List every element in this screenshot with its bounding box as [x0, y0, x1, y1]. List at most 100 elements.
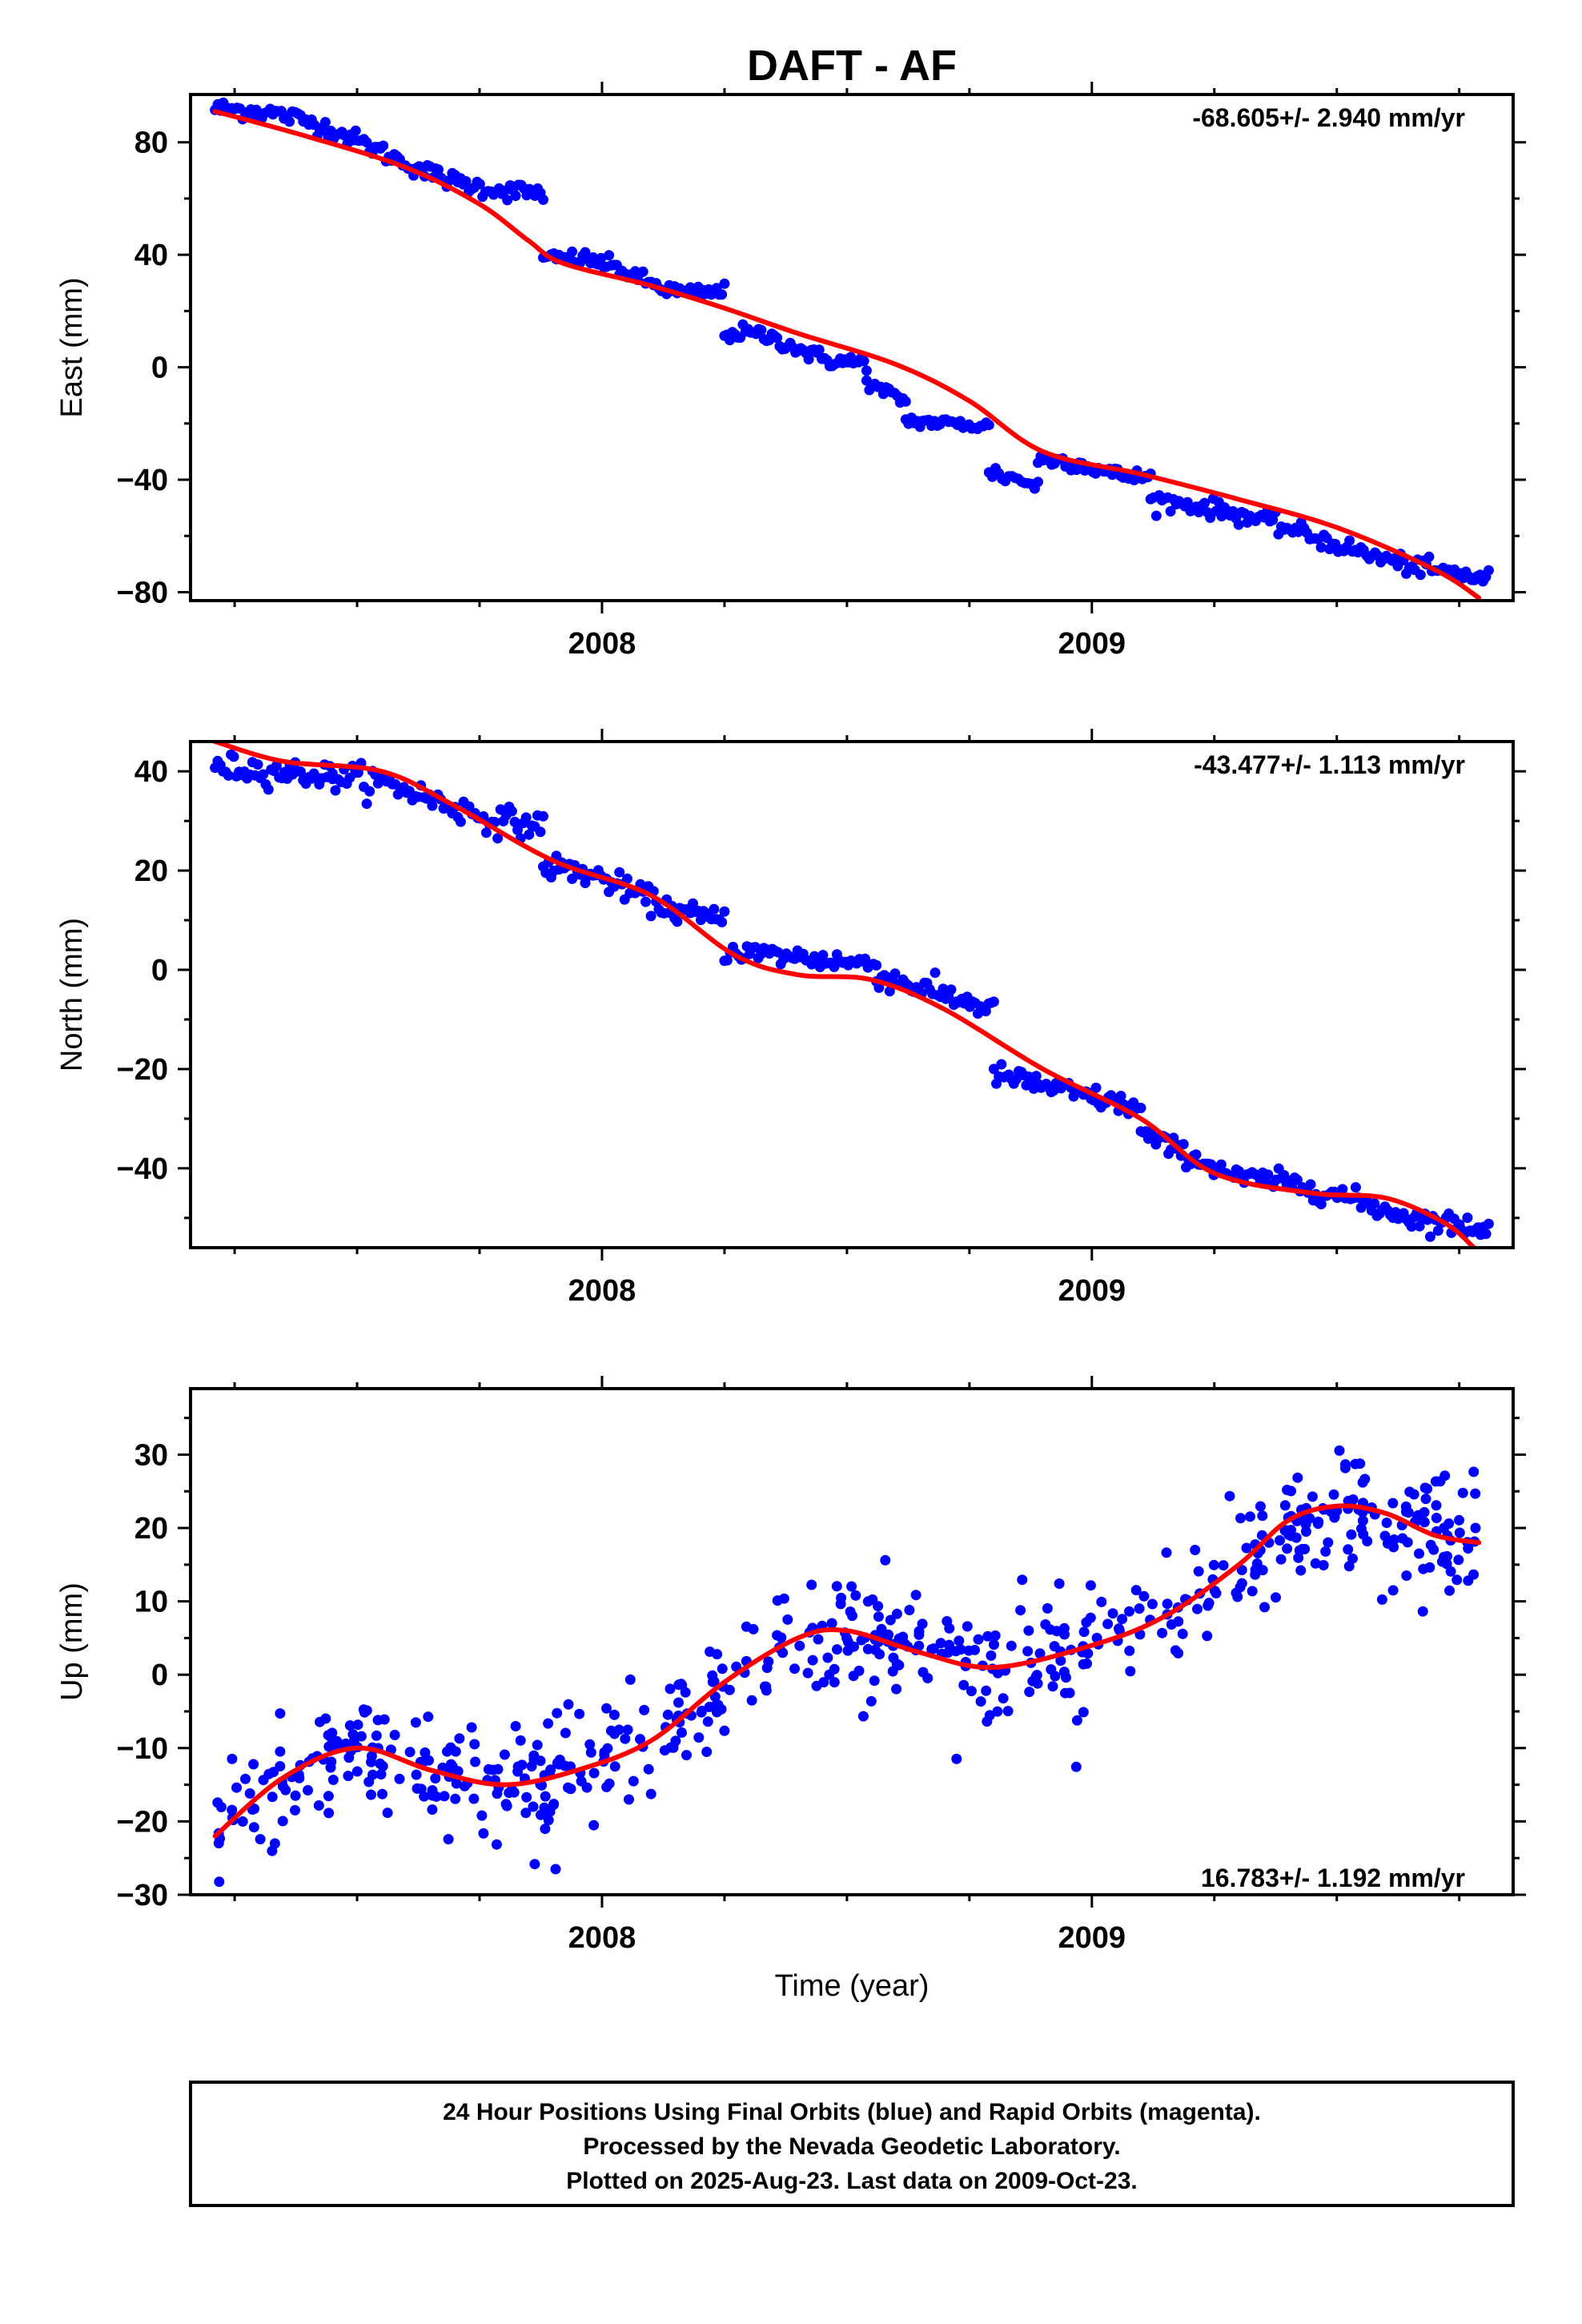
- data-point-596: [331, 1735, 343, 1747]
- data-point-245: [861, 365, 872, 376]
- data-point-430: [1320, 1546, 1331, 1557]
- data-point-110: [624, 1794, 634, 1805]
- data-point-539: [608, 1709, 620, 1720]
- data-point-380: [1042, 1602, 1053, 1614]
- data-point-525: [581, 1782, 592, 1793]
- data-point-613: [588, 1767, 600, 1779]
- data-point-115: [524, 829, 535, 840]
- data-point-151: [1130, 1585, 1142, 1596]
- data-points: [210, 742, 1494, 1248]
- x-axis-label: Time (year): [775, 1969, 930, 2003]
- data-point-74: [214, 1876, 225, 1888]
- data-point-187: [1443, 1518, 1455, 1529]
- data-point-576: [1114, 1623, 1124, 1634]
- data-point-384: [560, 1727, 571, 1739]
- y-tick-label: 40: [135, 755, 168, 789]
- data-point-21: [986, 1650, 997, 1661]
- data-point-517: [1257, 1510, 1268, 1522]
- data-point-231: [303, 1785, 313, 1795]
- data-point-323: [248, 1822, 259, 1833]
- data-point-236: [702, 1716, 713, 1727]
- data-point-351: [962, 1621, 973, 1632]
- data-point-41: [319, 117, 331, 127]
- data-point-468: [1483, 565, 1494, 576]
- data-point-40: [255, 1834, 266, 1845]
- data-point-220: [1161, 1547, 1172, 1558]
- data-point-120: [538, 194, 548, 205]
- data-point-615: [363, 1776, 375, 1787]
- data-point-50: [1275, 1535, 1285, 1546]
- data-point-422: [673, 1697, 684, 1708]
- data-point-551: [355, 1731, 367, 1742]
- data-point-59: [880, 1554, 891, 1566]
- data-point-371: [1085, 1580, 1096, 1591]
- data-point-468: [1058, 1667, 1070, 1678]
- data-point-377: [258, 1775, 269, 1786]
- y-tick-label: 80: [135, 127, 168, 160]
- data-point-241: [470, 1756, 481, 1767]
- data-point-159: [637, 266, 648, 277]
- data-point-588: [1050, 1671, 1061, 1682]
- data-point-244: [858, 356, 869, 367]
- data-point-351: [1150, 510, 1162, 521]
- data-point-253: [889, 968, 901, 979]
- data-point-92: [469, 1739, 480, 1750]
- data-point-549: [897, 1631, 909, 1642]
- y-tick-label: 0: [151, 352, 168, 385]
- data-point-473: [1257, 1565, 1268, 1576]
- data-point-434: [543, 1815, 554, 1826]
- data-point-583: [1382, 1538, 1393, 1549]
- data-point-82: [433, 164, 444, 175]
- data-point-404: [492, 1788, 503, 1799]
- rate-label: -68.605+/- 2.940 mm/yr: [1192, 103, 1465, 132]
- data-point-303: [981, 1685, 992, 1696]
- data-point-160: [574, 1708, 585, 1719]
- data-point-368: [1178, 1139, 1189, 1150]
- plot-frame: [189, 740, 1515, 1249]
- data-point-477: [1462, 1212, 1473, 1224]
- data-point-575: [1346, 1529, 1357, 1540]
- data-point-212: [1347, 1553, 1358, 1564]
- data-point-19: [258, 769, 269, 780]
- data-point-455: [1034, 1648, 1046, 1659]
- data-points: [212, 1445, 1482, 1888]
- data-point-120: [410, 1717, 421, 1728]
- y-tick-label: −40: [117, 1152, 168, 1186]
- data-point-226: [389, 1730, 400, 1740]
- y-tick-label: 20: [135, 1512, 168, 1546]
- data-point-595: [404, 1747, 416, 1758]
- y-tick-label: −80: [117, 576, 168, 609]
- data-point-143: [596, 252, 607, 263]
- data-point-392: [1267, 514, 1279, 525]
- data-point-451: [548, 1799, 559, 1811]
- data-point-71: [832, 1644, 842, 1655]
- y-tick-label: 40: [135, 239, 168, 272]
- data-point-6: [1401, 1570, 1412, 1581]
- data-point-339: [1192, 1603, 1203, 1614]
- data-point-373: [510, 1721, 521, 1731]
- data-point-311: [1417, 1606, 1428, 1617]
- data-point-160: [640, 896, 651, 907]
- data-point-170: [836, 1592, 847, 1603]
- data-point-461: [748, 1623, 759, 1634]
- data-point-234: [1055, 1655, 1066, 1667]
- data-point-302: [1343, 1544, 1354, 1555]
- data-point-519: [1241, 1542, 1252, 1554]
- data-point-146: [604, 250, 615, 261]
- model-curve: [212, 109, 1482, 601]
- data-point-487: [327, 1727, 338, 1739]
- data-point-397: [1444, 1585, 1455, 1596]
- data-point-91: [455, 816, 466, 827]
- data-point-251: [884, 986, 895, 997]
- data-point-555: [1235, 1582, 1246, 1593]
- data-point-105: [488, 1764, 499, 1775]
- data-point-416: [645, 1788, 656, 1799]
- data-point-326: [701, 1747, 713, 1757]
- data-point-28: [984, 1710, 995, 1721]
- data-point-572: [1166, 1619, 1177, 1630]
- footer-line-2: Processed by the Nevada Geodetic Laborat…: [583, 2133, 1120, 2160]
- data-point-447: [1423, 551, 1435, 562]
- data-point-608: [1412, 1510, 1423, 1522]
- data-point-419: [1344, 535, 1355, 546]
- data-point-33: [295, 766, 306, 777]
